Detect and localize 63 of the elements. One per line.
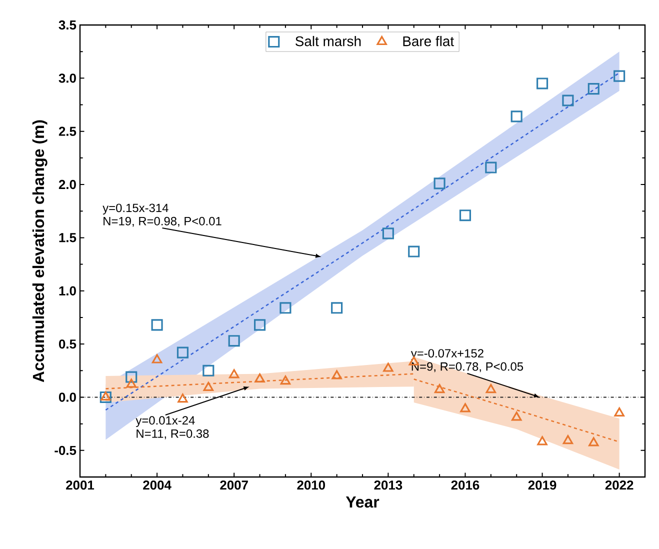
y-axis-title: Accumulated elevation change (m) [32,120,48,382]
x-tick-label: 2007 [220,480,248,490]
x-tick-label: 2013 [374,480,402,490]
annotation: N=11, R=0.38 [136,429,209,440]
point [332,370,342,380]
point [562,435,574,444]
point [614,70,626,82]
point [382,228,394,240]
x-tick-label: 2004 [143,480,172,490]
point [228,335,240,347]
point [151,319,163,331]
point [176,346,189,358]
x-tick-label: 2019 [528,480,556,490]
x-tick-label: 2010 [297,480,326,490]
annotation: y=0.15x-314 [102,204,168,215]
point [203,382,214,391]
point [254,319,266,331]
point [460,403,470,412]
point [280,375,291,385]
point [588,83,600,95]
y-tick-label: -0.5 [54,446,76,455]
annotation: y=-0.07x+152 [410,349,484,360]
point [100,391,112,404]
y-tick-label: 0.0 [58,392,76,402]
point [202,364,214,376]
point [510,110,522,122]
point [178,394,188,403]
y-tick-label: 3.0 [58,74,76,83]
point [486,384,496,394]
y-tick-label: 2.5 [58,126,76,136]
point [280,302,292,314]
x-axis-title: Year [346,496,380,508]
y-tick-label: 3.5 [58,20,76,30]
point [485,162,497,174]
annotation: N=19, R=0.98, P<0.01 [104,216,222,227]
y-tick-label: 2.0 [58,180,76,190]
point [511,412,522,421]
point [383,362,394,372]
x-tick-label: 2022 [605,480,634,490]
point [408,246,420,258]
point [434,178,446,190]
y-tick-label: 0.5 [58,339,76,349]
point [100,391,111,401]
point [331,302,343,314]
point [126,371,138,383]
point [126,378,136,388]
y-tick-label: 1.0 [59,286,76,296]
point [434,384,445,394]
point [228,369,240,378]
annotation: y=0.01x-24 [136,416,195,428]
point [254,373,265,382]
point [614,407,624,416]
point [537,436,548,446]
x-tick-label: 2001 [66,480,94,490]
y-tick-label: 1.5 [59,233,76,242]
point [152,354,162,364]
point [459,210,472,222]
point [562,94,574,106]
legend-label: Salt marsh [296,36,361,46]
legend-label: Bare flat [403,36,454,46]
point [588,437,599,446]
x-tick-label: 2016 [451,480,480,490]
point [536,78,548,90]
